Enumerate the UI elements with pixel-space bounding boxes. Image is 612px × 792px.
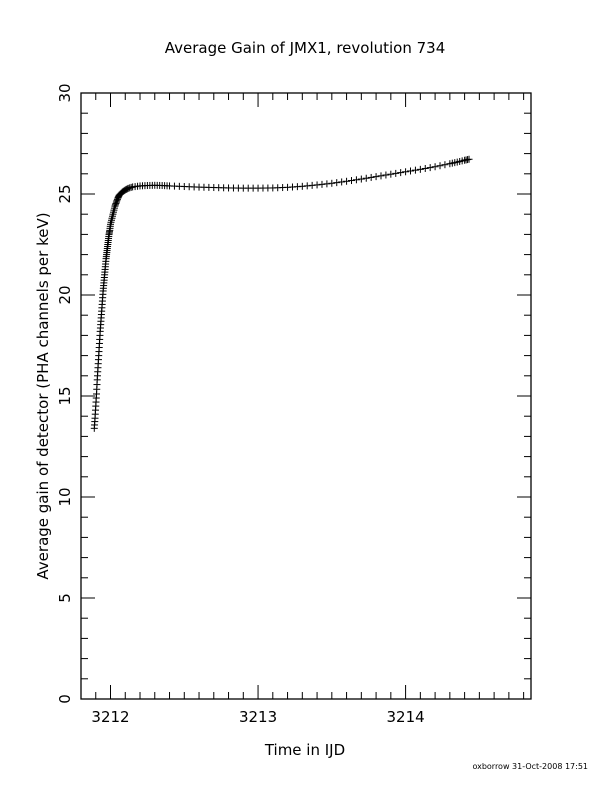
data-point-marker	[362, 174, 370, 182]
data-point-marker	[407, 167, 415, 175]
data-point-marker	[367, 173, 375, 181]
plot-frame	[80, 92, 532, 700]
data-point-marker	[377, 172, 385, 180]
data-point-marker	[402, 168, 410, 176]
x-tick-label: 3214	[386, 708, 424, 726]
data-point-marker	[338, 178, 346, 186]
data-point-marker	[357, 175, 365, 183]
data-point-marker	[318, 180, 326, 188]
data-point-marker	[347, 177, 355, 185]
data-point-marker	[426, 164, 434, 172]
y-tick-label: 0	[56, 694, 74, 704]
x-tick-label: 3213	[239, 708, 277, 726]
y-tick-label: 20	[56, 285, 74, 304]
y-tick-labels: 0 5 10 15 20 25 30	[56, 83, 74, 703]
y-tick-label: 25	[56, 184, 74, 203]
data-point-marker	[352, 176, 360, 184]
data-point-marker	[431, 163, 439, 171]
data-point-marker	[328, 179, 336, 187]
x-tick-label: 3212	[91, 708, 129, 726]
data-point-marker	[387, 170, 395, 178]
data-point-marker	[382, 171, 390, 179]
data-point-marker	[323, 180, 331, 188]
data-point-marker	[333, 179, 341, 187]
data-point-marker	[411, 166, 419, 174]
data-point-marker	[313, 181, 321, 189]
x-axis-label: Time in IJD	[264, 741, 345, 759]
y-tick-label: 30	[56, 83, 74, 102]
data-point-marker	[436, 162, 444, 170]
y-tick-label: 15	[56, 386, 74, 405]
data-point-marker	[372, 173, 380, 181]
y-tick-label: 10	[56, 487, 74, 506]
chart-title: Average Gain of JMX1, revolution 734	[165, 39, 446, 57]
data-point-marker	[397, 169, 405, 177]
y-axis-label: Average gain of detector (PHA channels p…	[34, 212, 52, 579]
data-point-marker	[343, 177, 351, 185]
y-tick-label: 5	[56, 593, 74, 603]
x-tick-labels: 3212 3213 3214	[91, 708, 424, 726]
footer-stamp: oxborrow 31-Oct-2008 17:51	[472, 762, 588, 771]
data-point-marker	[421, 164, 429, 172]
data-point-marker	[441, 161, 449, 169]
data-points	[90, 155, 473, 432]
data-point-marker	[416, 165, 424, 173]
data-point-marker	[392, 169, 400, 177]
axis-ticks	[80, 92, 531, 700]
data-point-marker	[465, 155, 473, 163]
